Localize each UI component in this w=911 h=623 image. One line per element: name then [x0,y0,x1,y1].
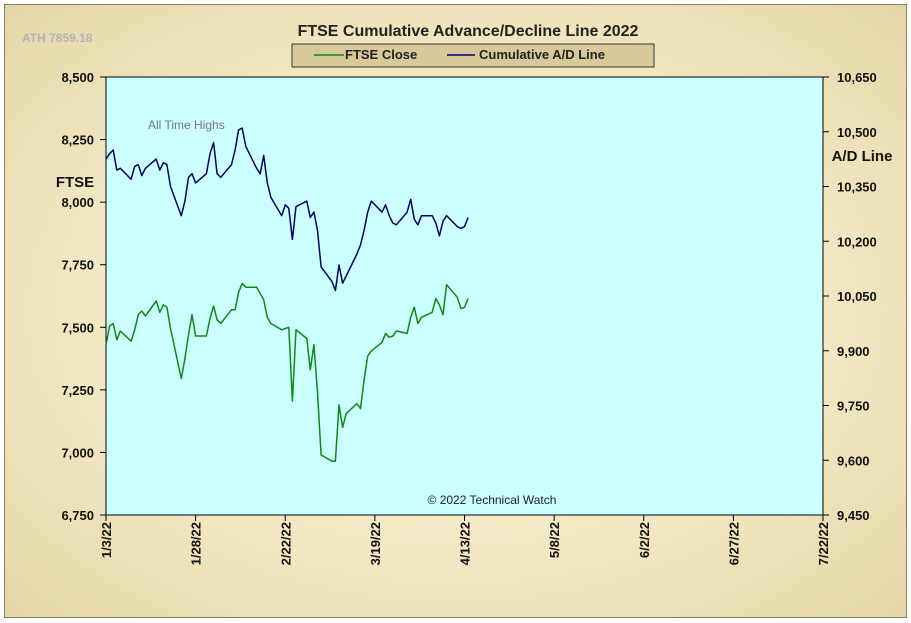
all-time-highs-annotation: All Time Highs [148,118,225,132]
chart-title: FTSE Cumulative Advance/Decline Line 202… [298,23,639,40]
y-right-tick-label: 9,750 [837,399,870,414]
y-right-tick-label: 9,900 [837,344,870,359]
x-tick-label: 7/22/22 [816,522,831,565]
y-right-tick-label: 10,050 [837,289,877,304]
legend: FTSE Close Cumulative A/D Line [291,43,655,68]
x-tick-label: 5/8/22 [547,522,562,558]
y-right-tick-label: 10,650 [837,70,877,85]
y-right-tick-label: 10,500 [837,125,877,140]
y-left-tick-label: 8,250 [61,133,94,148]
x-tick-label: 6/2/22 [637,522,652,558]
y-left-tick-label: 6,750 [61,508,94,523]
y-right-axis-label: A/D Line [832,148,893,165]
copyright-text: © 2022 Technical Watch [428,493,557,507]
y-left-tick-label: 7,500 [61,320,94,335]
series-line-ftse-close [105,282,469,462]
y-left-tick-label: 8,000 [61,195,94,210]
x-tick-label: 6/27/22 [726,522,741,565]
x-tick-label: 2/22/22 [278,522,293,565]
legend-label-ftse-close: FTSE Close [345,47,417,62]
y-left-tick-label: 7,250 [61,383,94,398]
y-right-tick-label: 10,200 [837,234,877,249]
y-left-tick-label: 8,500 [61,70,94,85]
y-right-tick-label: 10,350 [837,180,877,195]
x-tick-label: 1/3/22 [99,522,114,558]
x-tick-label: 4/13/22 [458,522,473,565]
legend-label-ad-line: Cumulative A/D Line [479,47,605,62]
x-tick-label: 1/28/22 [189,522,204,565]
y-right-tick-label: 9,600 [837,453,870,468]
ath-label: ATH 7859.18 [22,31,93,45]
series-layer [105,127,469,462]
x-tick-label: 3/19/22 [368,522,383,565]
series-line-cumulative-ad [105,127,469,292]
y-left-axis-label: FTSE [56,174,94,191]
y-left-tick-label: 7,000 [61,445,94,460]
axes: 6,750 7,000 7,250 7,500 7,750 8,000 8,250 8,500… [61,70,876,565]
y-right-tick-label: 9,450 [837,508,870,523]
y-left-tick-label: 7,750 [61,258,94,273]
plot-area [105,76,824,516]
